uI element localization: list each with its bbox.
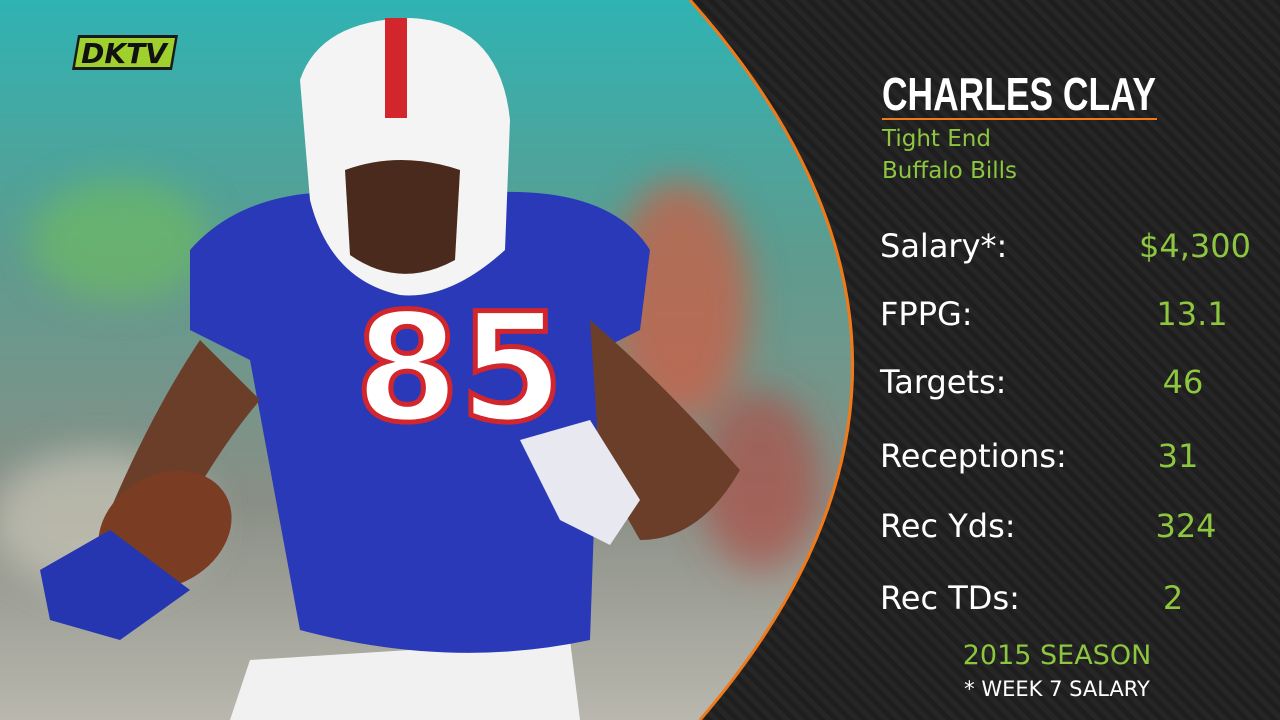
season-label: 2015 SEASON	[963, 640, 1152, 671]
stats-list: Salary*: $4,300 FPPG: 13.1 Targets: 46 Recepti…	[879, 227, 1251, 617]
logo: DKTV	[72, 35, 178, 70]
stat-value: 2	[1163, 579, 1183, 617]
stat-value: 13.1	[1156, 295, 1227, 333]
stat-value: 324	[1155, 507, 1216, 545]
stat-value: 31	[1158, 437, 1199, 475]
stat-label: Rec TDs:	[880, 579, 1020, 617]
player-name: CHARLES CLAY	[882, 68, 1156, 120]
stats-panel	[690, 0, 1280, 720]
player-photo: 85	[40, 18, 740, 720]
player-team: Buffalo Bills	[882, 158, 1017, 184]
svg-text:85: 85	[355, 282, 564, 456]
player-position: Tight End	[881, 126, 991, 152]
stat-label: Targets:	[879, 363, 1006, 401]
logo-text: DKTV	[81, 37, 169, 70]
panel-border	[688, 0, 854, 720]
stat-label: FPPG:	[880, 295, 973, 333]
stat-value: 46	[1163, 363, 1204, 401]
stat-value: $4,300	[1139, 227, 1251, 265]
footnote: * WEEK 7 SALARY	[964, 677, 1150, 701]
stat-label: Salary*:	[880, 227, 1007, 265]
stat-label: Rec Yds:	[880, 507, 1016, 545]
stat-label: Receptions:	[880, 437, 1067, 475]
